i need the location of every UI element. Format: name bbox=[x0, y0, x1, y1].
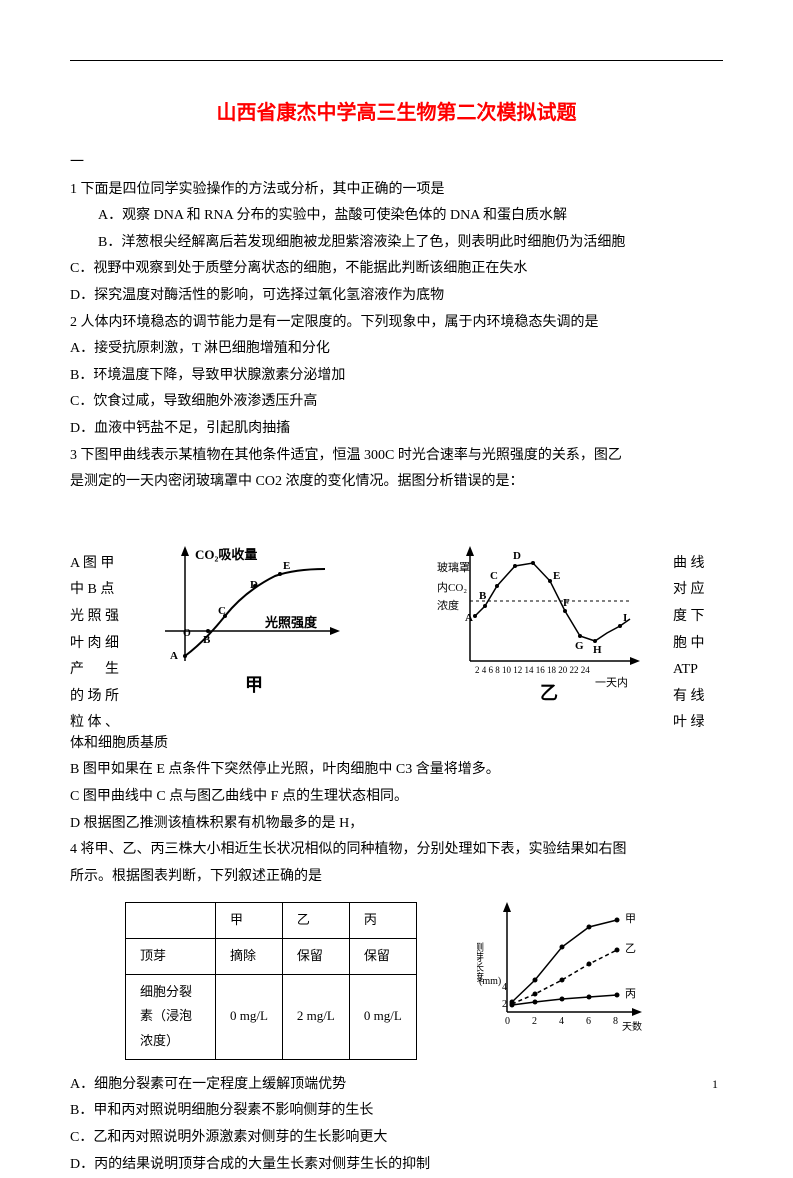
svg-text:8: 8 bbox=[613, 1016, 618, 1027]
q4-option-a: A．细胞分裂素可在一定程度上缓解顶端优势 bbox=[70, 1072, 723, 1099]
svg-text:2: 2 bbox=[502, 999, 507, 1010]
table-cell: 甲 bbox=[216, 903, 283, 939]
wrap-line: 度 下 bbox=[673, 604, 723, 631]
table-cell: 保留 bbox=[282, 938, 349, 974]
svg-text:乙: 乙 bbox=[540, 683, 558, 701]
svg-text:(mm): (mm) bbox=[479, 976, 501, 987]
wrap-line: 叶 绿 bbox=[673, 710, 723, 737]
svg-text:CO₂吸收量: CO₂吸收量 bbox=[195, 547, 257, 562]
q3-right-wrap-text: 曲 线 对 应 度 下 胞 中 ATP 有 线 叶 绿 bbox=[673, 551, 723, 737]
svg-text:E: E bbox=[283, 560, 290, 572]
wrap-line: 有 线 bbox=[673, 684, 723, 711]
q3-left-wrap-text: A 图 甲 中 B 点 光 照 强 叶 肉 细 产 生 的 场 所 粒 体 、 bbox=[70, 551, 130, 737]
svg-text:4: 4 bbox=[502, 982, 507, 993]
q3-option-c: C 图甲曲线中 C 点与图乙曲线中 F 点的生理状态相同。 bbox=[70, 784, 723, 811]
wrap-line: 胞 中 bbox=[673, 631, 723, 658]
q1-option-a: A．观察 DNA 和 RNA 分布的实验中，盐酸可使染色体的 DNA 和蛋白质水… bbox=[70, 203, 723, 230]
svg-text:玻璃罩: 玻璃罩 bbox=[437, 560, 470, 574]
wrap-line: 对 应 bbox=[673, 577, 723, 604]
header-divider bbox=[70, 60, 723, 61]
table-cell: 保留 bbox=[349, 938, 416, 974]
svg-text:A: A bbox=[170, 650, 178, 662]
table-row: 甲 乙 丙 bbox=[126, 903, 417, 939]
svg-text:6: 6 bbox=[586, 1016, 591, 1027]
svg-text:D: D bbox=[513, 550, 521, 562]
wrap-line: 曲 线 bbox=[673, 551, 723, 578]
wrap-line: 中 B 点 bbox=[70, 577, 130, 604]
svg-text:2: 2 bbox=[532, 1016, 537, 1027]
svg-text:I: I bbox=[623, 612, 627, 624]
wrap-line: A 图 甲 bbox=[70, 551, 130, 578]
svg-text:B: B bbox=[479, 590, 487, 602]
table-cell: 2 mg/L bbox=[282, 974, 349, 1059]
page-number: 1 bbox=[712, 1077, 718, 1092]
table-cell: 0 mg/L bbox=[349, 974, 416, 1059]
section-marker: 一 bbox=[70, 150, 723, 177]
q4-option-b: B．甲和丙对照说明细胞分裂素不影响侧芽的生长 bbox=[70, 1098, 723, 1125]
svg-text:G: G bbox=[575, 640, 584, 652]
svg-text:B: B bbox=[203, 634, 211, 646]
q1-option-d: D．探究温度对酶活性的影响，可选择过氧化氢溶液作为底物 bbox=[70, 283, 723, 310]
q2-option-c: C．饮食过咸，导致细胞外液渗透压升高 bbox=[70, 389, 723, 416]
q3-stem-line1: 3 下图甲曲线表示某植物在其他条件适宜，恒温 300C 时光合速率与光照强度的关… bbox=[70, 443, 723, 470]
chart-q4: 侧芽长度 (mm) 4 2 0 2 4 6 8 天数 甲 乙 丙 bbox=[477, 902, 647, 1032]
figure-section-q3: A 图 甲 中 B 点 光 照 强 叶 肉 细 产 生 的 场 所 粒 体 、 … bbox=[70, 551, 723, 721]
svg-text:F: F bbox=[563, 597, 570, 609]
table-cell: 0 mg/L bbox=[216, 974, 283, 1059]
table-cell: 摘除 bbox=[216, 938, 283, 974]
chart-yi: A B C D E F G H I 玻璃罩 内CO₂ 浓度 2 4 6 8 10… bbox=[435, 541, 645, 701]
document-title: 山西省康杰中学高三生物第二次模拟试题 bbox=[70, 96, 723, 125]
q3-option-d: D 根据图乙推测该植株积累有机物最多的是 H， bbox=[70, 811, 723, 838]
svg-text:甲: 甲 bbox=[245, 675, 263, 695]
svg-text:内CO₂: 内CO₂ bbox=[437, 580, 467, 594]
q1-option-b: B．洋葱根尖经解离后若发现细胞被龙胆紫溶液染上了色，则表明此时细胞仍为活细胞 bbox=[70, 230, 723, 257]
chart-jia: A B C D E CO₂吸收量 光照强度 O 甲 bbox=[155, 541, 355, 701]
q4-stem-line2: 所示。根据图表判断，下列叙述正确的是 bbox=[70, 864, 723, 891]
svg-text:甲: 甲 bbox=[625, 913, 636, 925]
table-row: 细胞分裂素（浸泡浓度） 0 mg/L 2 mg/L 0 mg/L bbox=[126, 974, 417, 1059]
wrap-line: 粒 体 、 bbox=[70, 710, 130, 737]
table-cell: 细胞分裂素（浸泡浓度） bbox=[126, 974, 216, 1059]
q3-option-b: B 图甲如果在 E 点条件下突然停止光照，叶肉细胞中 C3 含量将增多。 bbox=[70, 757, 723, 784]
q1-option-c: C．视野中观察到处于质壁分离状态的细胞，不能据此判断该细胞正在失水 bbox=[70, 256, 723, 283]
q4-option-c: C．乙和丙对照说明外源激素对侧芽的生长影响更大 bbox=[70, 1125, 723, 1152]
q2-stem: 2 人体内环境稳态的调节能力是有一定限度的。下列现象中，属于内环境稳态失调的是 bbox=[70, 310, 723, 337]
svg-text:光照强度: 光照强度 bbox=[264, 615, 318, 630]
svg-text:4: 4 bbox=[559, 1016, 564, 1027]
svg-text:E: E bbox=[553, 570, 560, 582]
svg-text:一天内: 一天内 bbox=[595, 675, 628, 689]
table-cell: 顶芽 bbox=[126, 938, 216, 974]
q4-table-chart-section: 甲 乙 丙 顶芽 摘除 保留 保留 细胞分裂素（浸泡浓度） 0 mg/L 2 m… bbox=[70, 902, 723, 1059]
svg-text:2 4 6 8 10 12 14 16 18 20 22 2: 2 4 6 8 10 12 14 16 18 20 22 24 bbox=[475, 665, 590, 675]
q2-option-b: B．环境温度下降，导致甲状腺激素分泌增加 bbox=[70, 363, 723, 390]
svg-text:A: A bbox=[465, 612, 473, 624]
q1-stem: 1 下面是四位同学实验操作的方法或分析，其中正确的一项是 bbox=[70, 177, 723, 204]
wrap-line: ATP bbox=[673, 657, 723, 684]
q2-option-d: D．血液中钙盐不足，引起肌肉抽搐 bbox=[70, 416, 723, 443]
svg-text:H: H bbox=[593, 644, 602, 656]
wrap-line: 光 照 强 bbox=[70, 604, 130, 631]
document-body: 一 1 下面是四位同学实验操作的方法或分析，其中正确的一项是 A．观察 DNA … bbox=[70, 150, 723, 1178]
table-cell: 丙 bbox=[349, 903, 416, 939]
table-cell: 乙 bbox=[282, 903, 349, 939]
q4-data-table: 甲 乙 丙 顶芽 摘除 保留 保留 细胞分裂素（浸泡浓度） 0 mg/L 2 m… bbox=[125, 902, 417, 1059]
wrap-line: 产 生 bbox=[70, 657, 130, 684]
q4-option-d: D．丙的结果说明顶芽合成的大量生长素对侧芽生长的抑制 bbox=[70, 1152, 723, 1178]
svg-text:O: O bbox=[183, 628, 191, 639]
svg-text:丙: 丙 bbox=[625, 988, 636, 1000]
q3-stem-line2: 是测定的一天内密闭玻璃罩中 CO2 浓度的变化情况。据图分析错误的是： bbox=[70, 469, 723, 496]
table-row: 顶芽 摘除 保留 保留 bbox=[126, 938, 417, 974]
svg-text:0: 0 bbox=[505, 1016, 510, 1027]
q4-stem-line1: 4 将甲、乙、丙三株大小相近生长状况相似的同种植物，分别处理如下表，实验结果如右… bbox=[70, 837, 723, 864]
wrap-line: 叶 肉 细 bbox=[70, 631, 130, 658]
svg-text:浓度: 浓度 bbox=[437, 598, 459, 612]
q3-after-figure: 体和细胞质基质 bbox=[70, 731, 723, 758]
svg-text:乙: 乙 bbox=[625, 942, 636, 955]
svg-text:C: C bbox=[490, 570, 498, 582]
svg-text:天数: 天数 bbox=[622, 1020, 642, 1032]
q2-option-a: A．接受抗原刺激，T 淋巴细胞增殖和分化 bbox=[70, 336, 723, 363]
wrap-line: 的 场 所 bbox=[70, 684, 130, 711]
table-cell bbox=[126, 903, 216, 939]
